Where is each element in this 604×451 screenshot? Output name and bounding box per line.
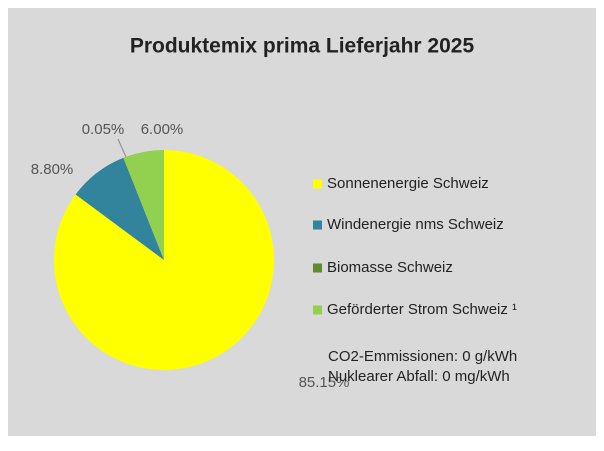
pie-slice	[123, 150, 164, 260]
legend-swatch	[313, 263, 322, 273]
annotation: Nuklearer Abfall: 0 mg/kWh	[328, 368, 510, 385]
annotation: CO2-Emmissionen: 0 g/kWh	[328, 348, 517, 365]
data-label: 6.00%	[141, 121, 184, 138]
leader-line	[117, 138, 127, 158]
legend-label: Windenergie nms Schweiz	[327, 216, 504, 233]
legend-swatch	[313, 179, 322, 189]
legend-label: Sonnenenergie Schweiz	[327, 175, 489, 192]
legend-swatch	[313, 220, 322, 230]
chart-title: Produktemix prima Lieferjahr 2025	[130, 35, 475, 58]
pie-slice	[123, 157, 164, 260]
data-label: 85.15%	[299, 374, 350, 391]
data-label: 0.05%	[82, 121, 125, 138]
legend-label: Biomasse Schweiz	[327, 259, 453, 276]
pie-slice	[75, 157, 164, 260]
legend-label: Geförderter Strom Schweiz ¹	[327, 301, 517, 318]
data-label: 8.80%	[31, 161, 74, 178]
legend-swatch	[313, 305, 322, 315]
pie-slice	[53, 150, 274, 371]
